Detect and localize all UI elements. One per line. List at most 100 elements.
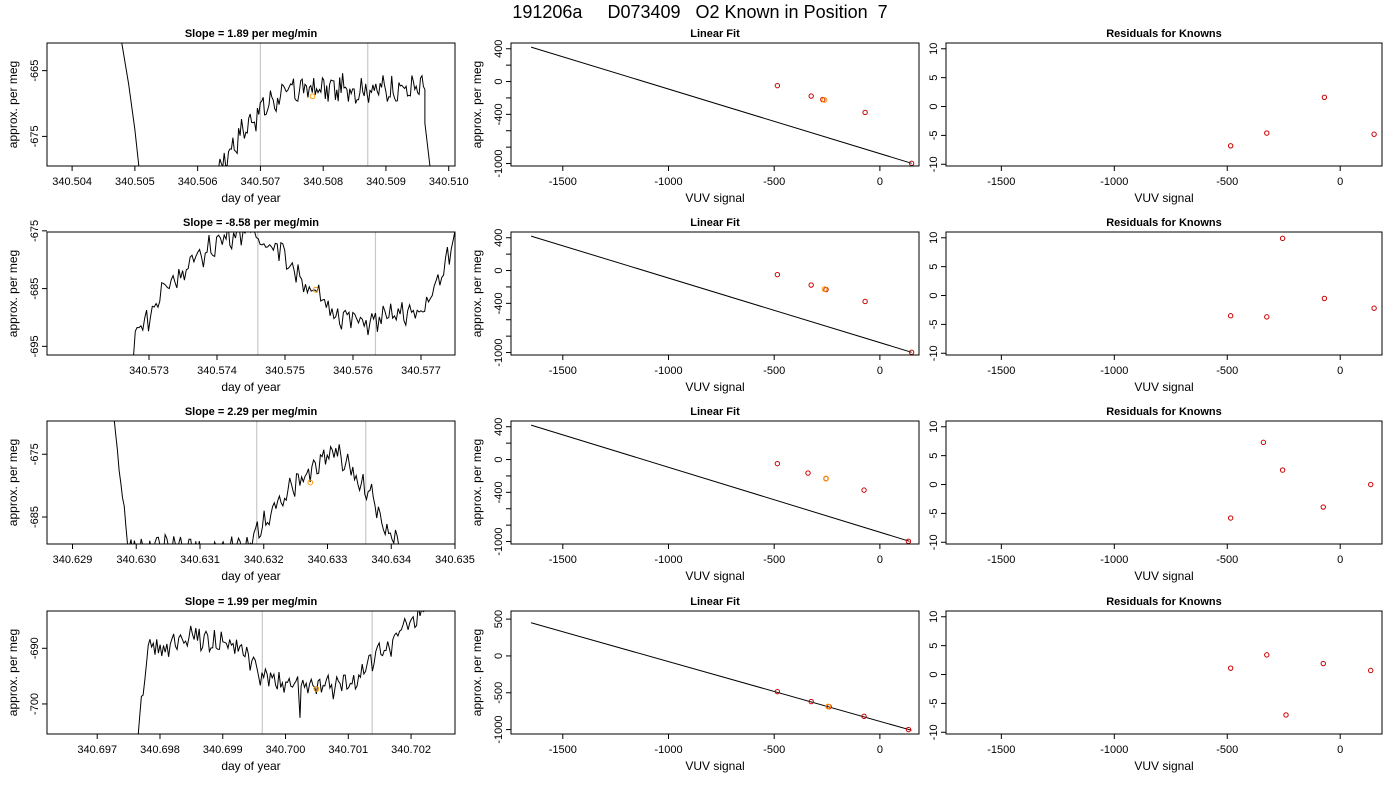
x-tick-label: -1500 [987,176,1015,188]
plot-frame [945,42,1383,167]
selected-point-marker [821,286,828,293]
y-tick-label: -500 [493,682,505,704]
trace-line [218,73,431,166]
linear_fit-panel-row-4: Linear Fit-1500 -1000 -500 05000-500-1000VU… [470,596,920,773]
panel-title: Residuals for Knowns [1106,406,1222,418]
x-tick-label: 340.504 [52,176,92,188]
y-tick-label: 10 [928,232,940,244]
y-axis-label: approx. per meg [6,439,20,526]
plot-area [1227,235,1377,320]
plot-frame [510,231,920,356]
x-tick-label: -1500 [987,554,1015,566]
known-point [1264,130,1270,136]
x-tick-label: 0 [1337,744,1343,756]
x-tick-label: -1000 [1100,176,1128,188]
x-tick-label: -1500 [549,554,577,566]
trace-line [133,232,455,355]
x-tick-label: -500 [763,554,785,566]
y-tick-label: 5 [928,453,940,459]
x-tick-label: -1000 [1100,744,1128,756]
y-tick-label: 10 [928,611,940,623]
x-tick-label: -500 [1216,554,1238,566]
plot-frame [945,420,1383,545]
x-tick-label: -1500 [549,744,577,756]
plot-area [121,43,431,166]
panel-title: Residuals for Knowns [1106,217,1222,229]
x-tick-label: 340.505 [115,176,155,188]
y-axis-label: approx. per meg [470,61,484,148]
known-point [1227,515,1234,521]
known-point [808,698,814,705]
y-tick-label: 0 [493,456,505,462]
x-axis-label: VUV signal [685,759,744,773]
x-tick-label: 340.697 [77,744,117,756]
residuals-panel-row-2: Residuals for Knowns -1500 -1000 -500 0 10 5 0 -… [928,217,1383,394]
selected-point-marker [823,475,829,482]
y-tick-label: -1000 [493,716,505,744]
plot-area [1227,652,1374,718]
y-tick-label: -5 [928,699,940,709]
known-point [1227,143,1234,149]
selected-point-marker [309,93,316,100]
x-tick-label: 340.699 [203,744,243,756]
plot-area [133,232,455,355]
y-tick-label: 400 [493,40,505,58]
x-tick-label: 340.507 [241,176,281,188]
x-tick-label: 340.573 [129,365,169,377]
selected-point-marker [307,479,314,486]
timeseries-panel-row-4: Slope = 1.99 per meg/min 340.697 340.698 34… [6,596,456,773]
x-tick-label: 0 [877,554,883,566]
selected-point-marker [821,97,828,103]
panel-title: Linear Fit [690,28,740,40]
x-tick-label: -500 [763,365,785,377]
known-point [905,726,912,733]
plot-area [113,421,400,544]
y-tick-label: -675 [29,443,41,465]
panel-title: Residuals for Knowns [1106,596,1222,608]
fit-line [530,424,910,542]
x-tick-label: -500 [1216,176,1238,188]
y-tick-label: -700 [29,693,41,715]
y-axis-label: approx. per meg [6,61,20,148]
y-tick-label: 5 [928,75,940,81]
residuals-panel-row-4: Residuals for Knowns -1500 -1000 -500 0 10 5 0 -… [928,596,1383,773]
fit-line [530,235,912,353]
x-tick-label: -1000 [654,554,682,566]
x-tick-label: -1000 [1100,365,1128,377]
x-tick-label: 340.630 [116,554,156,566]
residuals-panel-row-1: Residuals for Knowns -1500 -1000 -500 0 10 5 0 -… [928,28,1383,205]
y-tick-label: -10 [928,345,940,361]
y-tick-label: -695 [29,335,41,357]
known-point [1320,504,1326,510]
timeseries-panel-row-1: Slope = 1.89 per meg/min 340.504 340.505 34… [6,28,469,205]
y-tick-label: -1000 [493,149,505,177]
plot-area [1227,94,1377,149]
panel-title: Slope = -8.58 per meg/min [183,217,319,229]
x-tick-label: -1000 [1100,554,1128,566]
panel-title: Linear Fit [690,217,740,229]
linear_fit-panel-row-1: Linear Fit-1500 -1000 -500 04000-400-1000VU… [470,28,920,205]
x-tick-label: 340.633 [308,554,348,566]
figure-title: 191206a D073409 O2 Known in Position 7 [512,2,888,22]
y-tick-label: -10 [928,156,940,172]
y-tick-label: 0 [928,481,940,487]
known-point [905,538,912,544]
panel-title: Slope = 1.89 per meg/min [185,28,318,40]
y-tick-label: 500 [493,610,505,628]
linear_fit-panel-row-2: Linear Fit-1500 -1000 -500 04000-400-1000VU… [470,217,920,394]
known-point [1279,467,1286,473]
known-point [1371,305,1377,311]
fit-line [530,46,912,164]
plot-frame [46,42,456,167]
timeseries-panel-row-3: Slope = 2.29 per meg/min 340.629 340.630 34… [6,406,475,583]
y-tick-label: 10 [928,43,940,55]
y-tick-label: -400 [493,292,505,314]
x-tick-label: -500 [1216,744,1238,756]
plot-area [530,424,912,544]
y-tick-label: -690 [29,637,41,659]
plot-frame [510,610,920,735]
y-tick-label: -10 [928,534,940,550]
x-tick-label: 340.574 [197,365,237,377]
selected-point-marker [313,686,320,692]
